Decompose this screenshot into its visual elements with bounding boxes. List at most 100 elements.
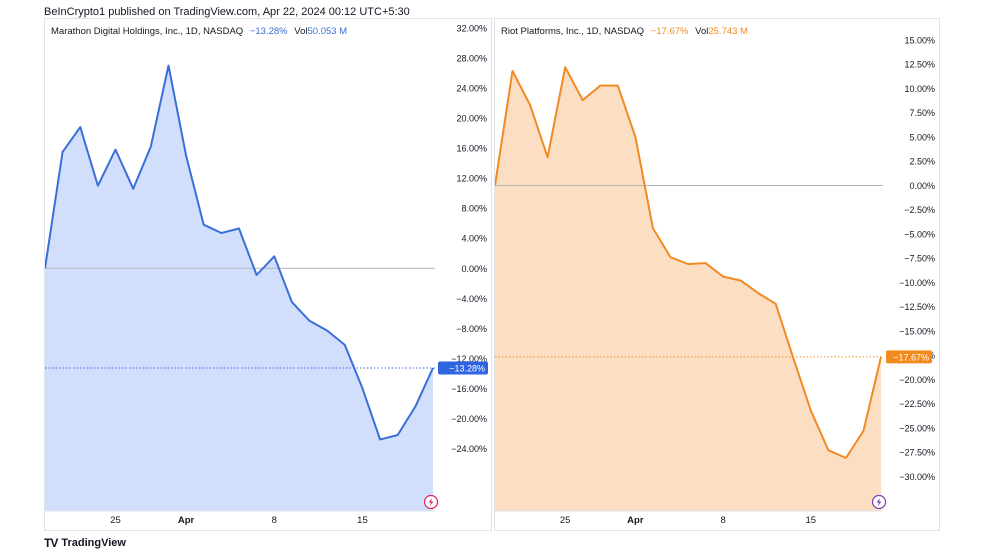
marathon-volume-value: 50.053 M bbox=[307, 26, 348, 37]
riot-data-point bbox=[669, 256, 671, 258]
riot-y-tick-label: −25.00% bbox=[899, 423, 935, 433]
marathon-y-tick-label: −8.00% bbox=[456, 324, 487, 334]
marathon-x-tick-label: 8 bbox=[272, 515, 277, 526]
riot-data-point bbox=[564, 66, 566, 68]
marathon-chart-panel[interactable]: 32.00% 28.00% 24.00% 20.00% 16.00% 12.00% 8.00… bbox=[44, 18, 492, 531]
marathon-y-tick-label: 4.00% bbox=[461, 234, 487, 244]
riot-y-tick-label: 5.00% bbox=[909, 132, 935, 142]
riot-y-tick-label: 15.00% bbox=[904, 36, 935, 46]
riot-y-tick-label: 2.50% bbox=[909, 157, 935, 167]
marathon-data-point bbox=[238, 227, 240, 229]
marathon-y-tick-label: −4.00% bbox=[456, 294, 487, 304]
riot-y-tick-label: −5.00% bbox=[904, 229, 935, 239]
marathon-data-point bbox=[255, 274, 257, 276]
marathon-data-point bbox=[308, 320, 310, 322]
marathon-data-point bbox=[132, 188, 134, 190]
riot-series-line bbox=[495, 66, 882, 459]
marathon-legend: Marathon Digital Holdings, Inc., 1D, NAS… bbox=[51, 26, 347, 37]
marathon-data-point bbox=[361, 387, 363, 389]
marathon-y-tick-label: −20.00% bbox=[451, 414, 487, 424]
riot-data-point bbox=[827, 449, 829, 451]
marathon-series-line bbox=[45, 64, 434, 441]
marathon-y-tick-label: 32.00% bbox=[456, 24, 487, 34]
riot-y-tick-label: −30.00% bbox=[899, 472, 935, 482]
riot-data-point bbox=[704, 262, 706, 264]
riot-y-tick-label: −27.50% bbox=[899, 448, 935, 458]
riot-x-tick-label: Apr bbox=[627, 515, 644, 526]
marathon-y-tick-label: −16.00% bbox=[451, 384, 487, 394]
riot-y-tick-label: 7.50% bbox=[909, 108, 935, 118]
marathon-last-value-label: −13.28% bbox=[449, 363, 485, 373]
riot-x-tick-label: 25 bbox=[560, 515, 571, 526]
riot-data-point bbox=[722, 275, 724, 277]
riot-y-tick-label: −7.50% bbox=[904, 254, 935, 264]
marathon-area-chart[interactable]: 32.00% 28.00% 24.00% 20.00% 16.00% 12.00% 8.00… bbox=[45, 19, 491, 530]
tradingview-logo-icon: TV bbox=[44, 536, 58, 550]
riot-y-tick-label: −22.50% bbox=[899, 399, 935, 409]
marathon-data-point bbox=[432, 367, 434, 369]
riot-y-tick-label: −2.50% bbox=[904, 205, 935, 215]
riot-data-point bbox=[529, 104, 531, 106]
riot-data-point bbox=[582, 99, 584, 101]
marathon-data-point bbox=[61, 151, 63, 153]
marathon-y-tick-label: −12.00% bbox=[451, 354, 487, 364]
riot-last-value-label: −17.67% bbox=[893, 352, 929, 362]
marathon-x-tick-label: 25 bbox=[110, 515, 121, 526]
marathon-last-value-badge bbox=[438, 361, 488, 375]
marathon-y-tick-label: 8.00% bbox=[461, 204, 487, 214]
marathon-data-point bbox=[344, 344, 346, 346]
riot-volume-value: 25.743 M bbox=[708, 26, 748, 37]
riot-data-point bbox=[775, 303, 777, 305]
riot-data-point bbox=[880, 356, 882, 358]
riot-volume-label: Vol bbox=[695, 26, 709, 37]
marathon-y-tick-label: 28.00% bbox=[456, 54, 487, 64]
riot-chart-panel[interactable]: 15.00% 12.50% 10.00% 7.50% 5.00% 2.50% 0.00% −2… bbox=[494, 18, 940, 531]
riot-x-tick-label: 8 bbox=[720, 515, 725, 526]
riot-symbol-title: Riot Platforms, Inc., 1D, NASDAQ bbox=[501, 26, 645, 37]
marathon-volume-label: Vol bbox=[294, 26, 308, 37]
riot-lightning-glyph-icon bbox=[876, 498, 882, 506]
marathon-data-point bbox=[273, 255, 275, 257]
marathon-y-tick-label: 24.00% bbox=[456, 84, 487, 94]
riot-y-tick-label: −20.00% bbox=[899, 375, 935, 385]
marathon-data-point bbox=[220, 232, 222, 234]
marathon-data-point bbox=[203, 224, 205, 226]
marathon-symbol-title: Marathon Digital Holdings, Inc., 1D, NAS… bbox=[51, 26, 244, 37]
marathon-data-point bbox=[114, 148, 116, 150]
riot-data-point bbox=[862, 430, 864, 432]
marathon-y-tick-label: 0.00% bbox=[461, 264, 487, 274]
riot-data-point bbox=[687, 263, 689, 265]
marathon-x-tick-label: 15 bbox=[357, 515, 368, 526]
marathon-y-tick-label: 12.00% bbox=[456, 174, 487, 184]
marathon-change: −13.28% bbox=[249, 26, 288, 37]
marathon-data-point bbox=[414, 405, 416, 407]
riot-data-point bbox=[546, 156, 548, 158]
riot-area-fill bbox=[495, 67, 881, 511]
marathon-x-tick-label: Apr bbox=[178, 515, 195, 526]
riot-y-tick-label: −10.00% bbox=[899, 278, 935, 288]
marathon-data-point bbox=[185, 154, 187, 156]
marathon-data-point bbox=[167, 64, 169, 66]
marathon-data-point bbox=[79, 126, 81, 128]
riot-y-tick-label: 12.50% bbox=[904, 60, 935, 70]
marathon-y-tick-label: 20.00% bbox=[456, 114, 487, 124]
riot-y-tick-label: 10.00% bbox=[904, 84, 935, 94]
riot-data-point bbox=[511, 70, 513, 72]
riot-data-point bbox=[845, 457, 847, 459]
tradingview-brand-name: TradingView bbox=[61, 537, 126, 549]
riot-legend: Riot Platforms, Inc., 1D, NASDAQ −17.67%… bbox=[501, 26, 748, 37]
riot-data-point bbox=[652, 227, 654, 229]
marathon-data-point bbox=[326, 329, 328, 331]
riot-y-tick-label: −12.50% bbox=[899, 302, 935, 312]
marathon-area-fill bbox=[45, 65, 433, 511]
tradingview-brand[interactable]: TV TradingView bbox=[44, 536, 126, 550]
riot-area-chart[interactable]: 15.00% 12.50% 10.00% 7.50% 5.00% 2.50% 0.00% −2… bbox=[495, 19, 939, 530]
riot-data-point bbox=[739, 279, 741, 281]
marathon-data-point bbox=[291, 301, 293, 303]
riot-data-point bbox=[617, 84, 619, 86]
marathon-y-tick-label: 16.00% bbox=[456, 144, 487, 154]
riot-y-tick-label: 0.00% bbox=[909, 181, 935, 191]
marathon-y-tick-label: −24.00% bbox=[451, 444, 487, 454]
marathon-data-point bbox=[379, 438, 381, 440]
marathon-data-point bbox=[97, 185, 99, 187]
